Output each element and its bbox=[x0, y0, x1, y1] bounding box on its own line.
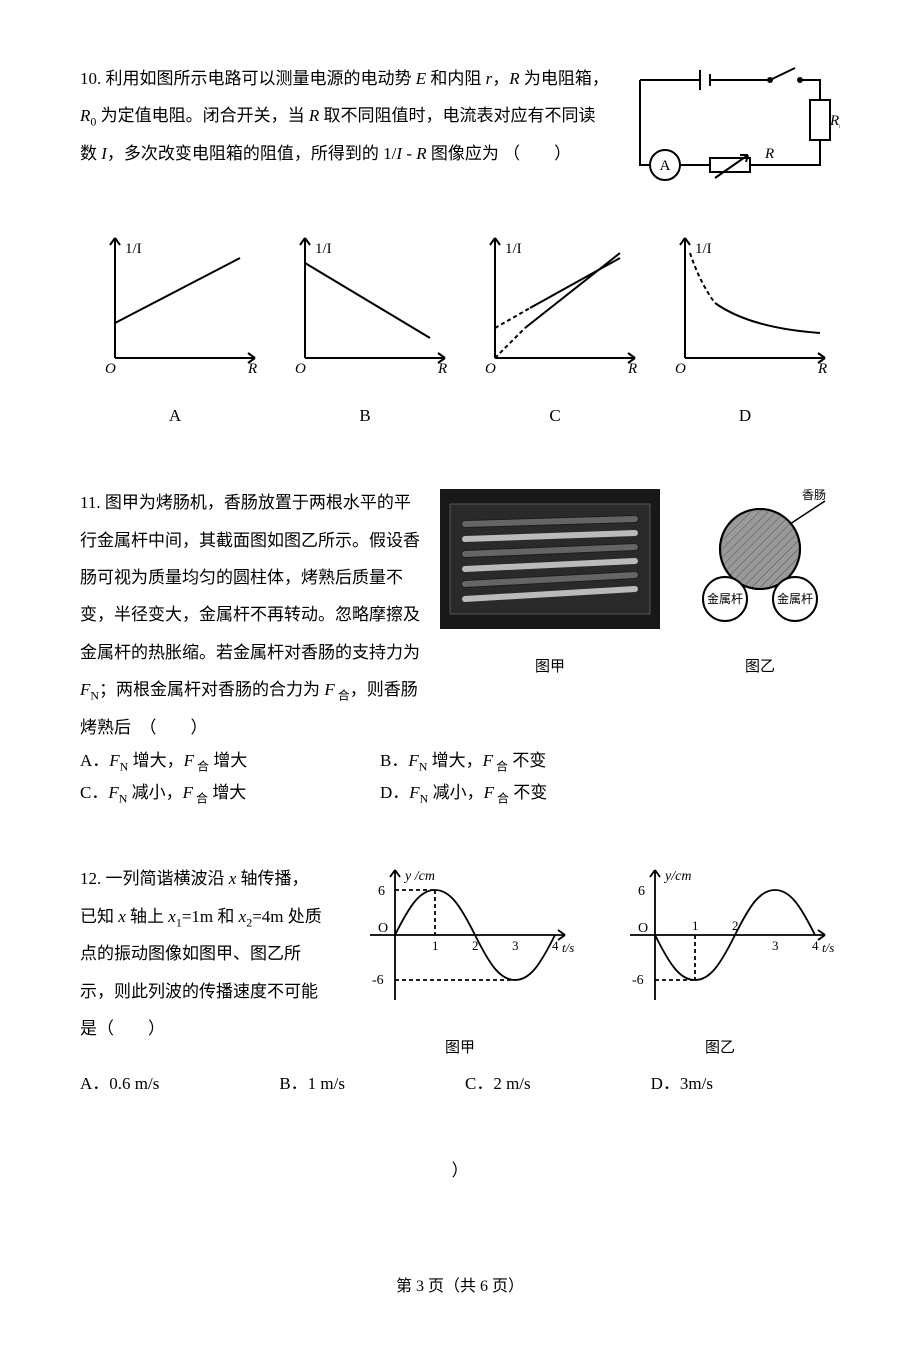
svg-text:3: 3 bbox=[772, 938, 779, 953]
option-B-label: B bbox=[280, 397, 450, 434]
option-12-C: C．2 m/s bbox=[465, 1065, 531, 1102]
svg-text:R: R bbox=[627, 361, 637, 377]
svg-text:3: 3 bbox=[512, 938, 519, 953]
caption-yi: 图乙 bbox=[680, 651, 840, 684]
chart-A: 1/I O R A bbox=[90, 228, 260, 434]
question-12: y /cm 6 -6 O 1 2 3 4 t/s 图甲 bbox=[80, 860, 840, 1102]
svg-text:2: 2 bbox=[732, 918, 739, 933]
chart-B: 1/I O R B bbox=[280, 228, 450, 434]
caption-jia: 图甲 bbox=[440, 651, 660, 684]
page-footer: 第 3 页（共 6 页） bbox=[80, 1269, 840, 1304]
figure-jia: 图甲 bbox=[440, 489, 660, 683]
question-11: 图甲 香肠 金属杆 金属杆 bbox=[80, 484, 840, 810]
svg-text:O: O bbox=[378, 921, 388, 936]
svg-text:1/I: 1/I bbox=[315, 241, 332, 257]
figure-12-jia: y /cm 6 -6 O 1 2 3 4 t/s 图甲 bbox=[340, 860, 580, 1064]
svg-text:O: O bbox=[638, 921, 648, 936]
figure-12-yi: y/cm 6 -6 O 1 2 3 4 t/s 图乙 bbox=[600, 860, 840, 1064]
caption-12-yi: 图乙 bbox=[600, 1032, 840, 1065]
stray-paren: ） bbox=[80, 1152, 840, 1189]
svg-text:1/I: 1/I bbox=[505, 241, 522, 257]
q11-options: A．FN 增大，F 合 增大 B．FN 增大，F 合 不变 C．FN 减小，F … bbox=[80, 746, 840, 810]
svg-text:1/I: 1/I bbox=[695, 241, 712, 257]
svg-text:t/s: t/s bbox=[562, 940, 574, 955]
option-12-D: D．3m/s bbox=[651, 1065, 713, 1102]
svg-text:O: O bbox=[105, 361, 116, 377]
q12-figures: y /cm 6 -6 O 1 2 3 4 t/s 图甲 bbox=[340, 860, 840, 1064]
chart-D: 1/I O R D bbox=[660, 228, 830, 434]
svg-text:y/cm: y/cm bbox=[663, 869, 691, 884]
q12-options: A．0.6 m/s B．1 m/s C．2 m/s D．3m/s bbox=[80, 1065, 840, 1102]
svg-text:O: O bbox=[485, 361, 496, 377]
svg-text:6: 6 bbox=[378, 884, 385, 899]
svg-text:1: 1 bbox=[692, 918, 699, 933]
svg-text:O: O bbox=[675, 361, 686, 377]
figure-yi: 香肠 金属杆 金属杆 图乙 bbox=[680, 489, 840, 683]
option-C-label: C bbox=[470, 397, 640, 434]
svg-text:金属杆: 金属杆 bbox=[777, 591, 813, 606]
option-11-C: C．FN 减小，F 合 增大 bbox=[80, 778, 380, 810]
svg-text:6: 6 bbox=[638, 884, 645, 899]
svg-text:香肠: 香肠 bbox=[802, 489, 826, 502]
circuit-diagram: A R0 R bbox=[620, 60, 840, 203]
svg-text:-6: -6 bbox=[372, 973, 384, 988]
svg-text:y /cm: y /cm bbox=[403, 869, 435, 884]
svg-text:4: 4 bbox=[552, 938, 559, 953]
svg-text:1/I: 1/I bbox=[125, 241, 142, 257]
svg-text:R: R bbox=[437, 361, 447, 377]
svg-text:t/s: t/s bbox=[822, 940, 834, 955]
q10-options-charts: 1/I O R A 1/I O R bbox=[80, 228, 840, 434]
ammeter-label: A bbox=[660, 158, 671, 174]
option-11-B: B．FN 增大，F 合 不变 bbox=[380, 746, 680, 778]
question-10: A R0 R 10. 利用如图所示电路可以测量电源的电动势 E 和内阻 r，R … bbox=[80, 60, 840, 434]
option-D-label: D bbox=[660, 397, 830, 434]
svg-text:O: O bbox=[295, 361, 306, 377]
resistor-r-label: R bbox=[764, 146, 774, 162]
svg-text:1: 1 bbox=[432, 938, 439, 953]
option-11-D: D．FN 减小，F 合 不变 bbox=[380, 778, 680, 810]
option-11-A: A．FN 增大，F 合 增大 bbox=[80, 746, 380, 778]
svg-text:R: R bbox=[247, 361, 257, 377]
option-12-B: B．1 m/s bbox=[279, 1065, 345, 1102]
option-12-A: A．0.6 m/s bbox=[80, 1065, 159, 1102]
caption-12-jia: 图甲 bbox=[340, 1032, 580, 1065]
svg-text:R: R bbox=[817, 361, 827, 377]
q11-figures: 图甲 香肠 金属杆 金属杆 bbox=[440, 489, 840, 683]
option-A-label: A bbox=[90, 397, 260, 434]
chart-C: 1/I O R C bbox=[470, 228, 640, 434]
svg-text:2: 2 bbox=[472, 938, 479, 953]
svg-text:-6: -6 bbox=[632, 973, 644, 988]
svg-text:金属杆: 金属杆 bbox=[707, 591, 743, 606]
svg-text:4: 4 bbox=[812, 938, 819, 953]
